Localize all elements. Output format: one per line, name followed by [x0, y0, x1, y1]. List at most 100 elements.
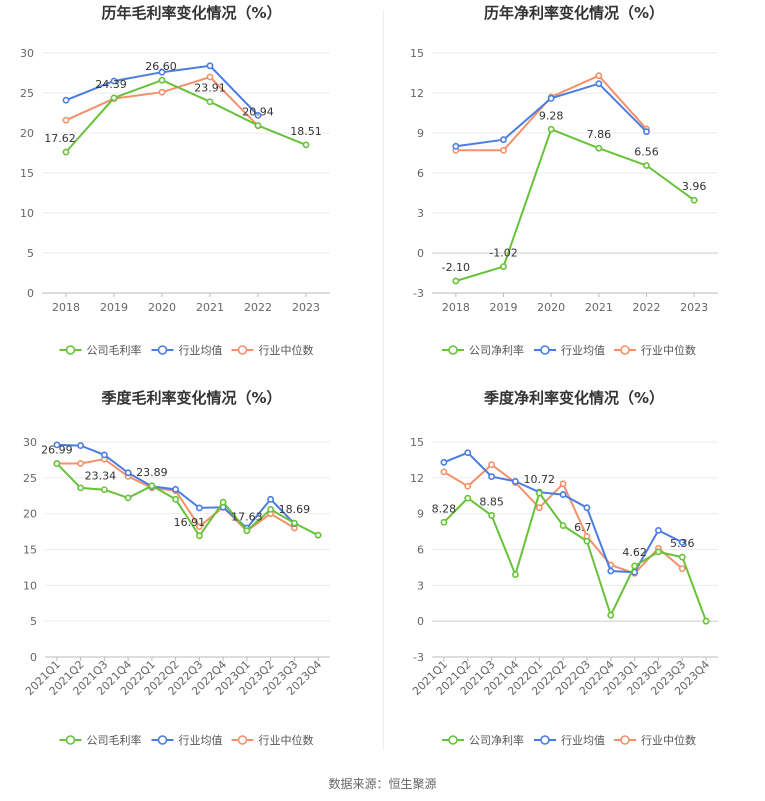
y-tick-label: 20 — [23, 508, 37, 521]
data-label: 6.7 — [574, 521, 592, 534]
data-point-1 — [195, 504, 203, 512]
chart-svg-annual-gross: 历年毛利率变化情况（%） 0 5 10 15 20 25 30 2018 2019 2020 2021… — [20, 4, 330, 357]
y-tick-label: 10 — [23, 579, 37, 592]
data-point-0 — [172, 495, 180, 503]
data-point-0 — [195, 532, 203, 540]
chart-quarterly-net-margin: 季度净利率变化情况（%） -3 0 3 6 9 12 15 2021Q1 2021Q2 2021Q3… — [383, 385, 765, 760]
data-label: 6.56 — [634, 146, 659, 159]
data-point-0 — [500, 263, 507, 270]
y-tick-label: 3 — [417, 579, 424, 592]
data-point-1 — [500, 136, 507, 144]
chart-annual-net-margin: 历年净利率变化情况（%） -3 0 3 6 9 12 15 2018 2019 2020 2021 20… — [383, 0, 765, 375]
data-point-0 — [62, 148, 70, 156]
legend-label: 行业中位数 — [641, 343, 696, 357]
data-point-0 — [243, 527, 251, 535]
data-point-2 — [678, 565, 686, 573]
y-tick-label: -3 — [413, 651, 424, 664]
y-tick-label: 15 — [20, 167, 34, 180]
chart-title: 季度净利率变化情况（%） — [484, 389, 664, 407]
legend-swatch-marker — [620, 345, 630, 355]
legend-label: 公司净利率 — [469, 343, 524, 357]
data-point-1 — [464, 449, 472, 457]
data-point-0 — [631, 562, 638, 570]
legend-label: 行业中位数 — [259, 343, 314, 357]
legend-item: 行业均值 — [151, 344, 223, 357]
legend-item: 公司净利率 — [442, 733, 524, 747]
data-source-note: 数据来源：恒生聚源 — [328, 777, 437, 791]
data-label: 8.28 — [432, 502, 457, 515]
chart-svg-annual-net: 历年净利率变化情况（%） -3 0 3 6 9 12 15 2018 2019 2020 2021 20… — [410, 4, 718, 357]
data-point-0 — [254, 122, 262, 129]
data-label: 18.69 — [279, 503, 311, 516]
y-tick-label: 10 — [20, 207, 34, 220]
y-tick-label: 12 — [410, 87, 424, 100]
data-point-1 — [547, 94, 555, 102]
legend-item: 行业中位数 — [231, 343, 314, 357]
data-point-0 — [535, 489, 543, 497]
data-point-1 — [158, 68, 166, 76]
y-tick-label: -3 — [413, 287, 424, 300]
data-point-0 — [100, 486, 108, 494]
data-point-1 — [678, 538, 686, 546]
data-label: -2.10 — [442, 261, 470, 274]
chart-title: 历年净利率变化情况（%） — [484, 4, 664, 22]
legend-swatch-marker — [448, 735, 458, 745]
x-tick-label: 2021 — [585, 301, 613, 314]
y-tick-label: 5 — [27, 247, 34, 260]
data-point-1 — [452, 142, 460, 150]
data-point-0 — [452, 277, 460, 285]
data-point-0 — [702, 617, 710, 625]
y-tick-label: 15 — [410, 436, 424, 449]
data-point-0 — [607, 611, 615, 619]
y-tick-label: 0 — [30, 651, 37, 664]
data-point-2 — [488, 461, 495, 469]
data-point-0 — [148, 482, 156, 490]
data-point-1 — [124, 469, 132, 477]
series-line-0 — [65, 79, 307, 153]
data-point-1 — [440, 458, 448, 466]
data-label: 3.96 — [682, 180, 707, 193]
data-label: 26.99 — [41, 444, 73, 457]
y-tick-label: 30 — [20, 47, 34, 60]
chart-quarterly-gross-margin: 季度毛利率变化情况（%） 0 5 10 15 20 25 30 2021Q1 2021Q2 2021… — [0, 385, 383, 760]
data-point-2 — [206, 73, 214, 81]
y-tick-label: 6 — [417, 544, 424, 557]
data-label: 9.28 — [539, 109, 564, 122]
legend-label: 行业均值 — [561, 734, 605, 747]
x-tick-label: 2018 — [52, 301, 80, 314]
data-label: 16.91 — [174, 516, 206, 529]
y-tick-label: 5 — [30, 615, 37, 628]
data-point-1 — [559, 491, 567, 498]
data-label: 23.34 — [85, 470, 117, 483]
legend-item: 行业均值 — [534, 734, 605, 747]
data-point-2 — [464, 482, 472, 490]
legend-item: 行业中位数 — [614, 343, 696, 357]
legend-swatch-marker — [237, 735, 248, 745]
y-tick-label: 15 — [410, 47, 424, 60]
legend-swatch-marker — [65, 345, 76, 355]
data-point-1 — [595, 80, 603, 88]
data-point-0 — [595, 144, 603, 152]
panel-divider — [383, 10, 384, 750]
chart-svg-quarterly-net: 季度净利率变化情况（%）-3036912152021Q12021Q22021Q3… — [410, 389, 718, 747]
data-point-0 — [440, 518, 448, 526]
data-point-1 — [100, 451, 108, 459]
x-tick-label: 2022 — [633, 301, 661, 314]
data-label: 26.60 — [145, 60, 177, 73]
data-point-0 — [464, 494, 472, 502]
data-point-0 — [643, 162, 650, 169]
data-point-1 — [643, 128, 650, 136]
series-line-0 — [455, 127, 695, 282]
legend-item: 行业均值 — [151, 734, 223, 747]
data-point-0 — [77, 484, 85, 492]
legend-item: 公司毛利率 — [59, 733, 142, 747]
data-point-0 — [655, 548, 662, 556]
series-line-0 — [56, 462, 319, 538]
data-point-0 — [488, 512, 495, 519]
legend-item: 行业均值 — [534, 344, 605, 357]
data-point-2 — [440, 468, 448, 476]
data-point-2 — [500, 146, 507, 154]
data-point-0 — [206, 98, 214, 106]
data-point-1 — [512, 478, 519, 485]
data-label: 17.63 — [231, 511, 263, 524]
